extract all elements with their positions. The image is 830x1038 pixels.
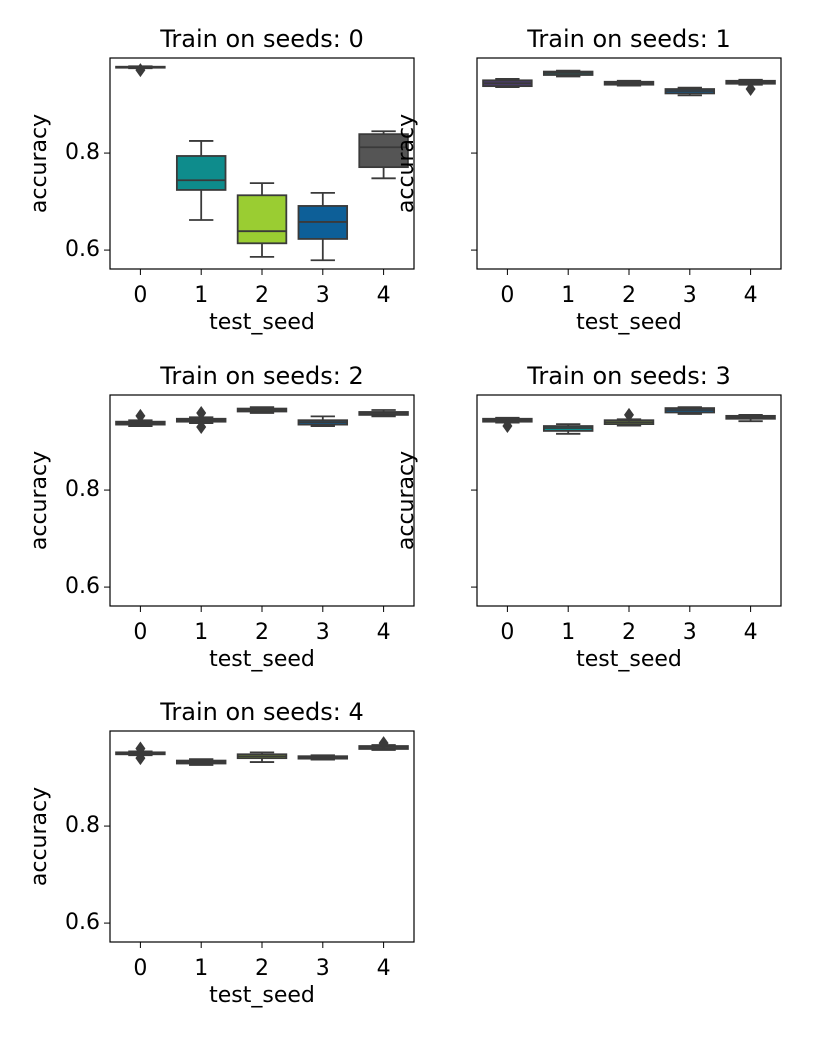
subplot: Train on seeds: 3 test_seed accuracy 0 1 2 3 4 (394, 362, 782, 672)
x-tick-label: 1 (194, 956, 208, 981)
y-tick-label: 0.6 (65, 574, 100, 599)
x-tick-label: 2 (622, 283, 636, 308)
y-axis-label: accuracy (27, 114, 52, 213)
outlier (135, 408, 146, 423)
x-tick-label: 2 (622, 620, 636, 645)
x-tick-label: 0 (133, 283, 147, 308)
subplot-title: Train on seeds: 0 (159, 25, 364, 53)
outlier (196, 420, 207, 435)
x-axis-label: test_seed (209, 310, 315, 335)
x-tick-label: 4 (377, 283, 391, 308)
subplot-title: Train on seeds: 4 (159, 698, 364, 726)
x-tick-label: 3 (316, 283, 330, 308)
x-tick-label: 0 (500, 283, 514, 308)
x-axis-label: test_seed (209, 647, 315, 672)
y-axis-label: accuracy (394, 451, 419, 550)
outlier (378, 736, 389, 751)
x-tick-label: 2 (255, 956, 269, 981)
outlier (135, 751, 146, 766)
subplot: Train on seeds: 2 test_seed accuracy 0.6 0.8… (27, 362, 415, 672)
box (236, 194, 288, 245)
outlier (135, 63, 146, 78)
x-axis-label: test_seed (576, 310, 682, 335)
outlier (196, 405, 207, 420)
axes-frame (109, 57, 415, 270)
x-axis-label: test_seed (209, 983, 315, 1008)
x-tick-label: 1 (561, 620, 575, 645)
axes-frame (476, 394, 782, 607)
x-tick-label: 1 (194, 620, 208, 645)
x-tick-label: 3 (316, 956, 330, 981)
subplot-title: Train on seeds: 3 (526, 362, 731, 390)
x-tick-label: 0 (500, 620, 514, 645)
subplot: Train on seeds: 4 test_seed accuracy 0.6 0.8… (27, 698, 415, 1008)
subplot: Train on seeds: 0 test_seed accuracy 0.6 0.8… (27, 25, 415, 335)
x-tick-label: 4 (377, 956, 391, 981)
box (358, 133, 409, 169)
box (175, 155, 227, 191)
x-tick-label: 1 (561, 283, 575, 308)
x-tick-label: 4 (377, 620, 391, 645)
y-axis-label: accuracy (27, 787, 52, 886)
axes-frame (476, 57, 782, 270)
x-tick-label: 1 (194, 283, 208, 308)
x-tick-label: 2 (255, 283, 269, 308)
x-tick-label: 2 (255, 620, 269, 645)
y-tick-label: 0.8 (65, 813, 100, 838)
outlier (135, 741, 146, 756)
y-axis-label: accuracy (394, 114, 419, 213)
subplot-title: Train on seeds: 1 (526, 25, 731, 53)
subplot: Train on seeds: 1 test_seed accuracy 0 1 2 3 4 (394, 25, 782, 335)
x-axis-label: test_seed (576, 647, 682, 672)
y-axis-label: accuracy (27, 451, 52, 550)
x-tick-label: 3 (683, 620, 697, 645)
outlier (624, 407, 634, 422)
x-tick-label: 4 (744, 620, 758, 645)
axes-frame (109, 394, 415, 607)
y-tick-label: 0.6 (65, 910, 100, 935)
x-tick-label: 0 (133, 620, 147, 645)
y-tick-label: 0.8 (65, 140, 100, 165)
axes-frame (109, 730, 415, 943)
y-tick-label: 0.8 (65, 477, 100, 502)
x-tick-label: 3 (683, 283, 697, 308)
x-tick-label: 4 (744, 283, 758, 308)
outlier (745, 82, 756, 97)
y-tick-label: 0.6 (65, 237, 100, 262)
x-tick-label: 3 (316, 620, 330, 645)
outlier (502, 419, 513, 434)
x-tick-label: 0 (133, 956, 147, 981)
subplot-title: Train on seeds: 2 (159, 362, 364, 390)
